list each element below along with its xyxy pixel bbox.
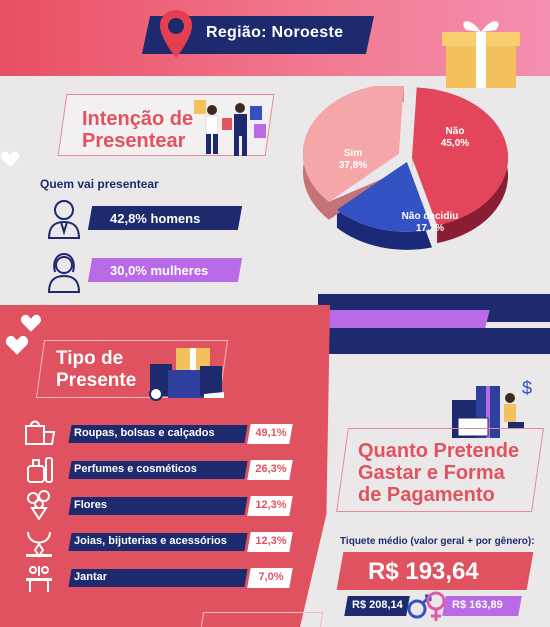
who-will-gift-label: Quem vai presentear — [40, 177, 159, 191]
region-label: Região: Noroeste — [206, 24, 344, 41]
pie-label-nao-decidiu-name: Não decidiu — [401, 211, 459, 222]
pie-slice-nao — [411, 87, 508, 226]
svg-text:$: $ — [522, 378, 532, 398]
clothes-icon — [25, 420, 56, 445]
gift-type-pct: 12,3% — [255, 499, 287, 511]
pie-label-nao-value: 45,0% — [440, 138, 470, 149]
shoppers-icon — [194, 100, 266, 156]
gift-type-label: Jantar — [74, 571, 108, 583]
heart-icon — [21, 314, 41, 332]
pie-label-sim-value: 37,8% — [338, 160, 368, 171]
pie-label-nao-decidiu-value: 17,2% — [415, 223, 445, 234]
heart-icon — [0, 151, 20, 167]
gift-type-pct: 7,0% — [258, 571, 284, 583]
men-ticket-value: R$ 208,14 — [352, 599, 403, 611]
average-ticket-label: Tiquete médio (valor geral + por gênero)… — [340, 536, 535, 547]
location-pin-icon — [160, 10, 192, 58]
gift-type-label: Roupas, bolsas e calçados — [74, 427, 215, 439]
gifts-pile-icon — [149, 348, 224, 401]
heart-icon — [5, 335, 29, 355]
gift-type-label: Perfumes e cosméticos — [74, 463, 197, 475]
payment-title-line3: de Pagamento — [358, 484, 495, 506]
women-share-text: 30,0% mulheres — [110, 263, 209, 278]
gift-type-title-line1: Tipo de — [56, 348, 124, 369]
shopping-payment-icon: $ — [452, 378, 532, 438]
intention-pie-chart — [302, 86, 508, 250]
pie-label-sim-name: Sim — [343, 148, 363, 159]
pie-label-sim: Sim 37,8% — [318, 148, 388, 172]
intention-title-line1: Intenção de — [82, 108, 194, 130]
perfume-icon — [27, 457, 53, 483]
gift-type-pct: 12,3% — [255, 535, 287, 547]
pie-slice-nao-decidiu-side — [336, 179, 432, 250]
men-share-text: 42,8% homens — [110, 211, 201, 226]
gift-type-title-line2: Presente — [56, 370, 137, 391]
intention-title-line2: Presentear — [82, 130, 186, 152]
pie-label-nao-name: Não — [445, 126, 465, 137]
woman-avatar-icon — [47, 252, 81, 293]
pie-label-nao: Não 45,0% — [420, 126, 490, 150]
decorative-block — [322, 328, 550, 354]
gift-type-label: Flores — [74, 499, 108, 511]
payment-title-line1: Quanto Pretende — [358, 440, 520, 462]
jewelry-icon — [26, 531, 52, 558]
gift-box-icon — [442, 21, 520, 88]
average-ticket-value: R$ 193,64 — [368, 558, 479, 585]
gift-type-pct: 49,1% — [255, 427, 287, 439]
next-section-frame — [200, 612, 324, 627]
payment-title-line2: Gastar e Forma — [358, 462, 505, 484]
pie-slice-sim — [302, 86, 404, 202]
gift-type-pct: 26,3% — [255, 463, 287, 475]
man-avatar-icon — [47, 200, 81, 239]
women-ticket-value: R$ 163,89 — [452, 599, 503, 611]
flowers-icon — [27, 490, 50, 520]
dinner-icon — [26, 566, 52, 592]
pie-slice-nao-decidiu — [336, 161, 432, 232]
gender-symbols-icon — [407, 591, 446, 621]
gift-type-label: Joias, bijuterias e acessórios — [74, 535, 227, 547]
pie-label-nao-decidiu: Não decidiu 17,2% — [390, 211, 470, 235]
